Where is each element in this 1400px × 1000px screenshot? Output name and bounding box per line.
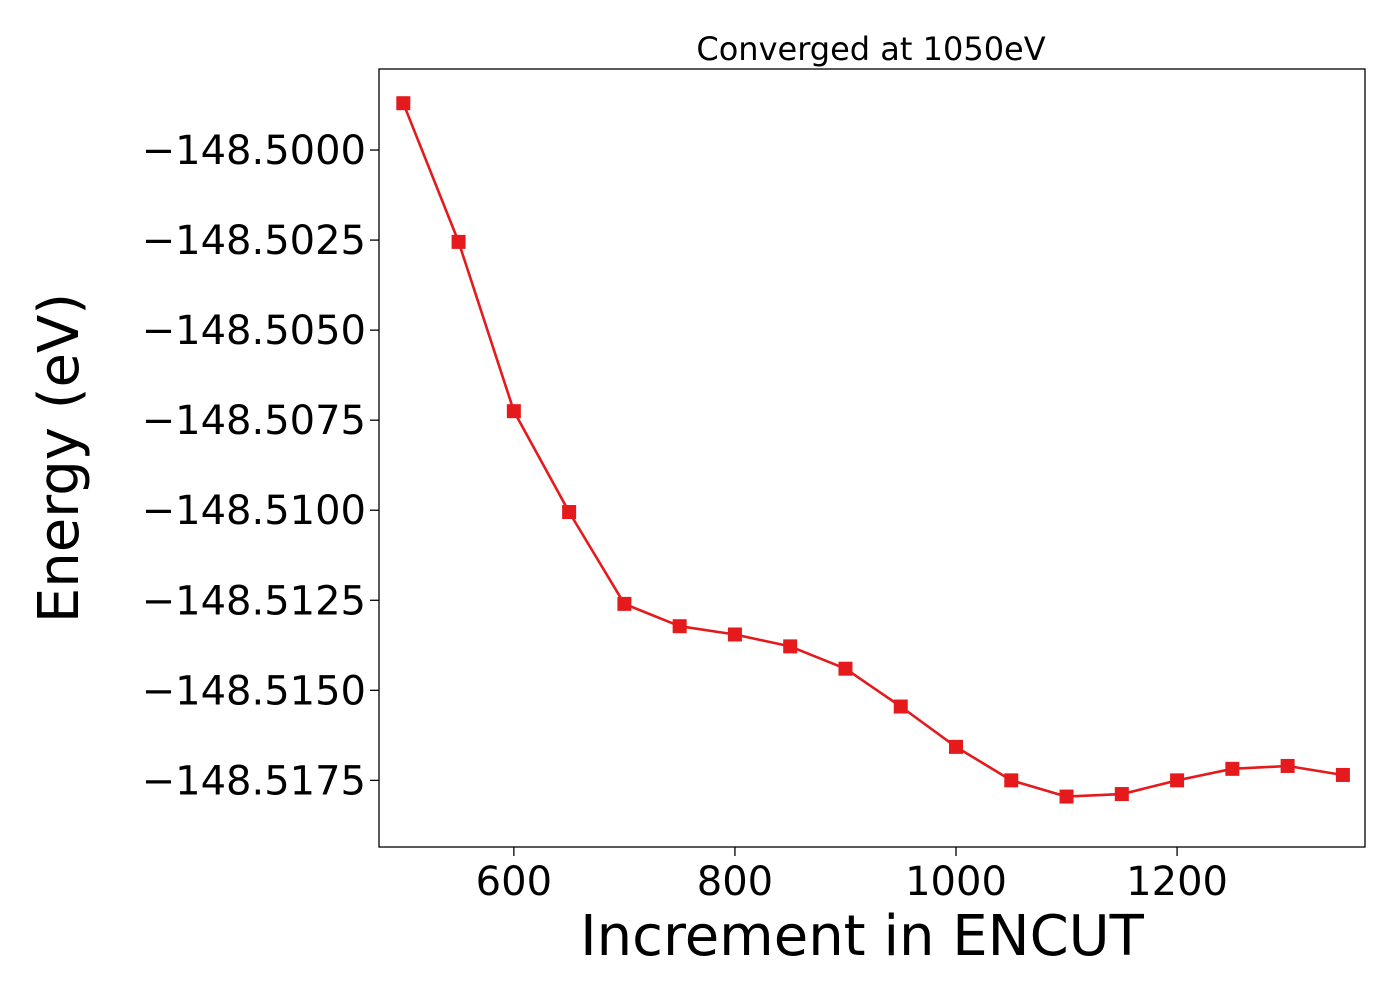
data-point-marker: [617, 596, 632, 611]
data-point-marker: [893, 699, 908, 714]
data-point-marker: [451, 234, 466, 249]
y-tick-label: −148.5000: [142, 128, 366, 174]
x-tick-label: 600: [476, 859, 552, 905]
data-point-marker: [1280, 758, 1295, 773]
y-tick-label: −148.5150: [142, 668, 366, 714]
plot-frame: [378, 68, 1366, 848]
y-axis-label: Energy (eV): [27, 293, 92, 623]
data-point-marker: [506, 404, 521, 419]
y-tick-label: −148.5025: [142, 218, 366, 264]
x-axis-ticks: 600 800 1000 1200: [476, 847, 1228, 905]
data-point-marker: [1170, 773, 1185, 788]
data-point-marker: [1059, 789, 1074, 804]
x-axis-label: Increment in ENCUT: [580, 904, 1145, 969]
data-point-marker: [727, 627, 742, 642]
x-tick-label: 800: [697, 859, 773, 905]
x-tick-label: 1200: [1126, 859, 1228, 905]
y-tick-label: −148.5100: [142, 488, 366, 534]
y-tick-label: −148.5050: [142, 308, 366, 354]
chart-title: Converged at 1050eV: [696, 30, 1045, 68]
y-axis-ticks: −148.5000 −148.5025 −148.5050 −148.5075 −148…: [142, 128, 379, 804]
data-point-marker: [1114, 787, 1129, 802]
x-tick-label: 1000: [905, 859, 1007, 905]
data-point-marker: [1225, 761, 1240, 776]
data-point-marker: [562, 505, 577, 520]
y-tick-label: −148.5175: [142, 758, 366, 804]
y-tick-label: −148.5075: [142, 398, 366, 444]
series-layer: [396, 96, 1350, 804]
data-point-marker: [396, 96, 411, 111]
data-point-marker: [783, 639, 798, 654]
series-line: [402, 102, 1344, 798]
data-point-marker: [838, 661, 853, 676]
data-point-marker: [1004, 773, 1019, 788]
data-point-marker: [672, 619, 687, 634]
y-tick-label: −148.5125: [142, 578, 366, 624]
data-point-marker: [949, 739, 964, 754]
data-point-marker: [1335, 767, 1350, 782]
